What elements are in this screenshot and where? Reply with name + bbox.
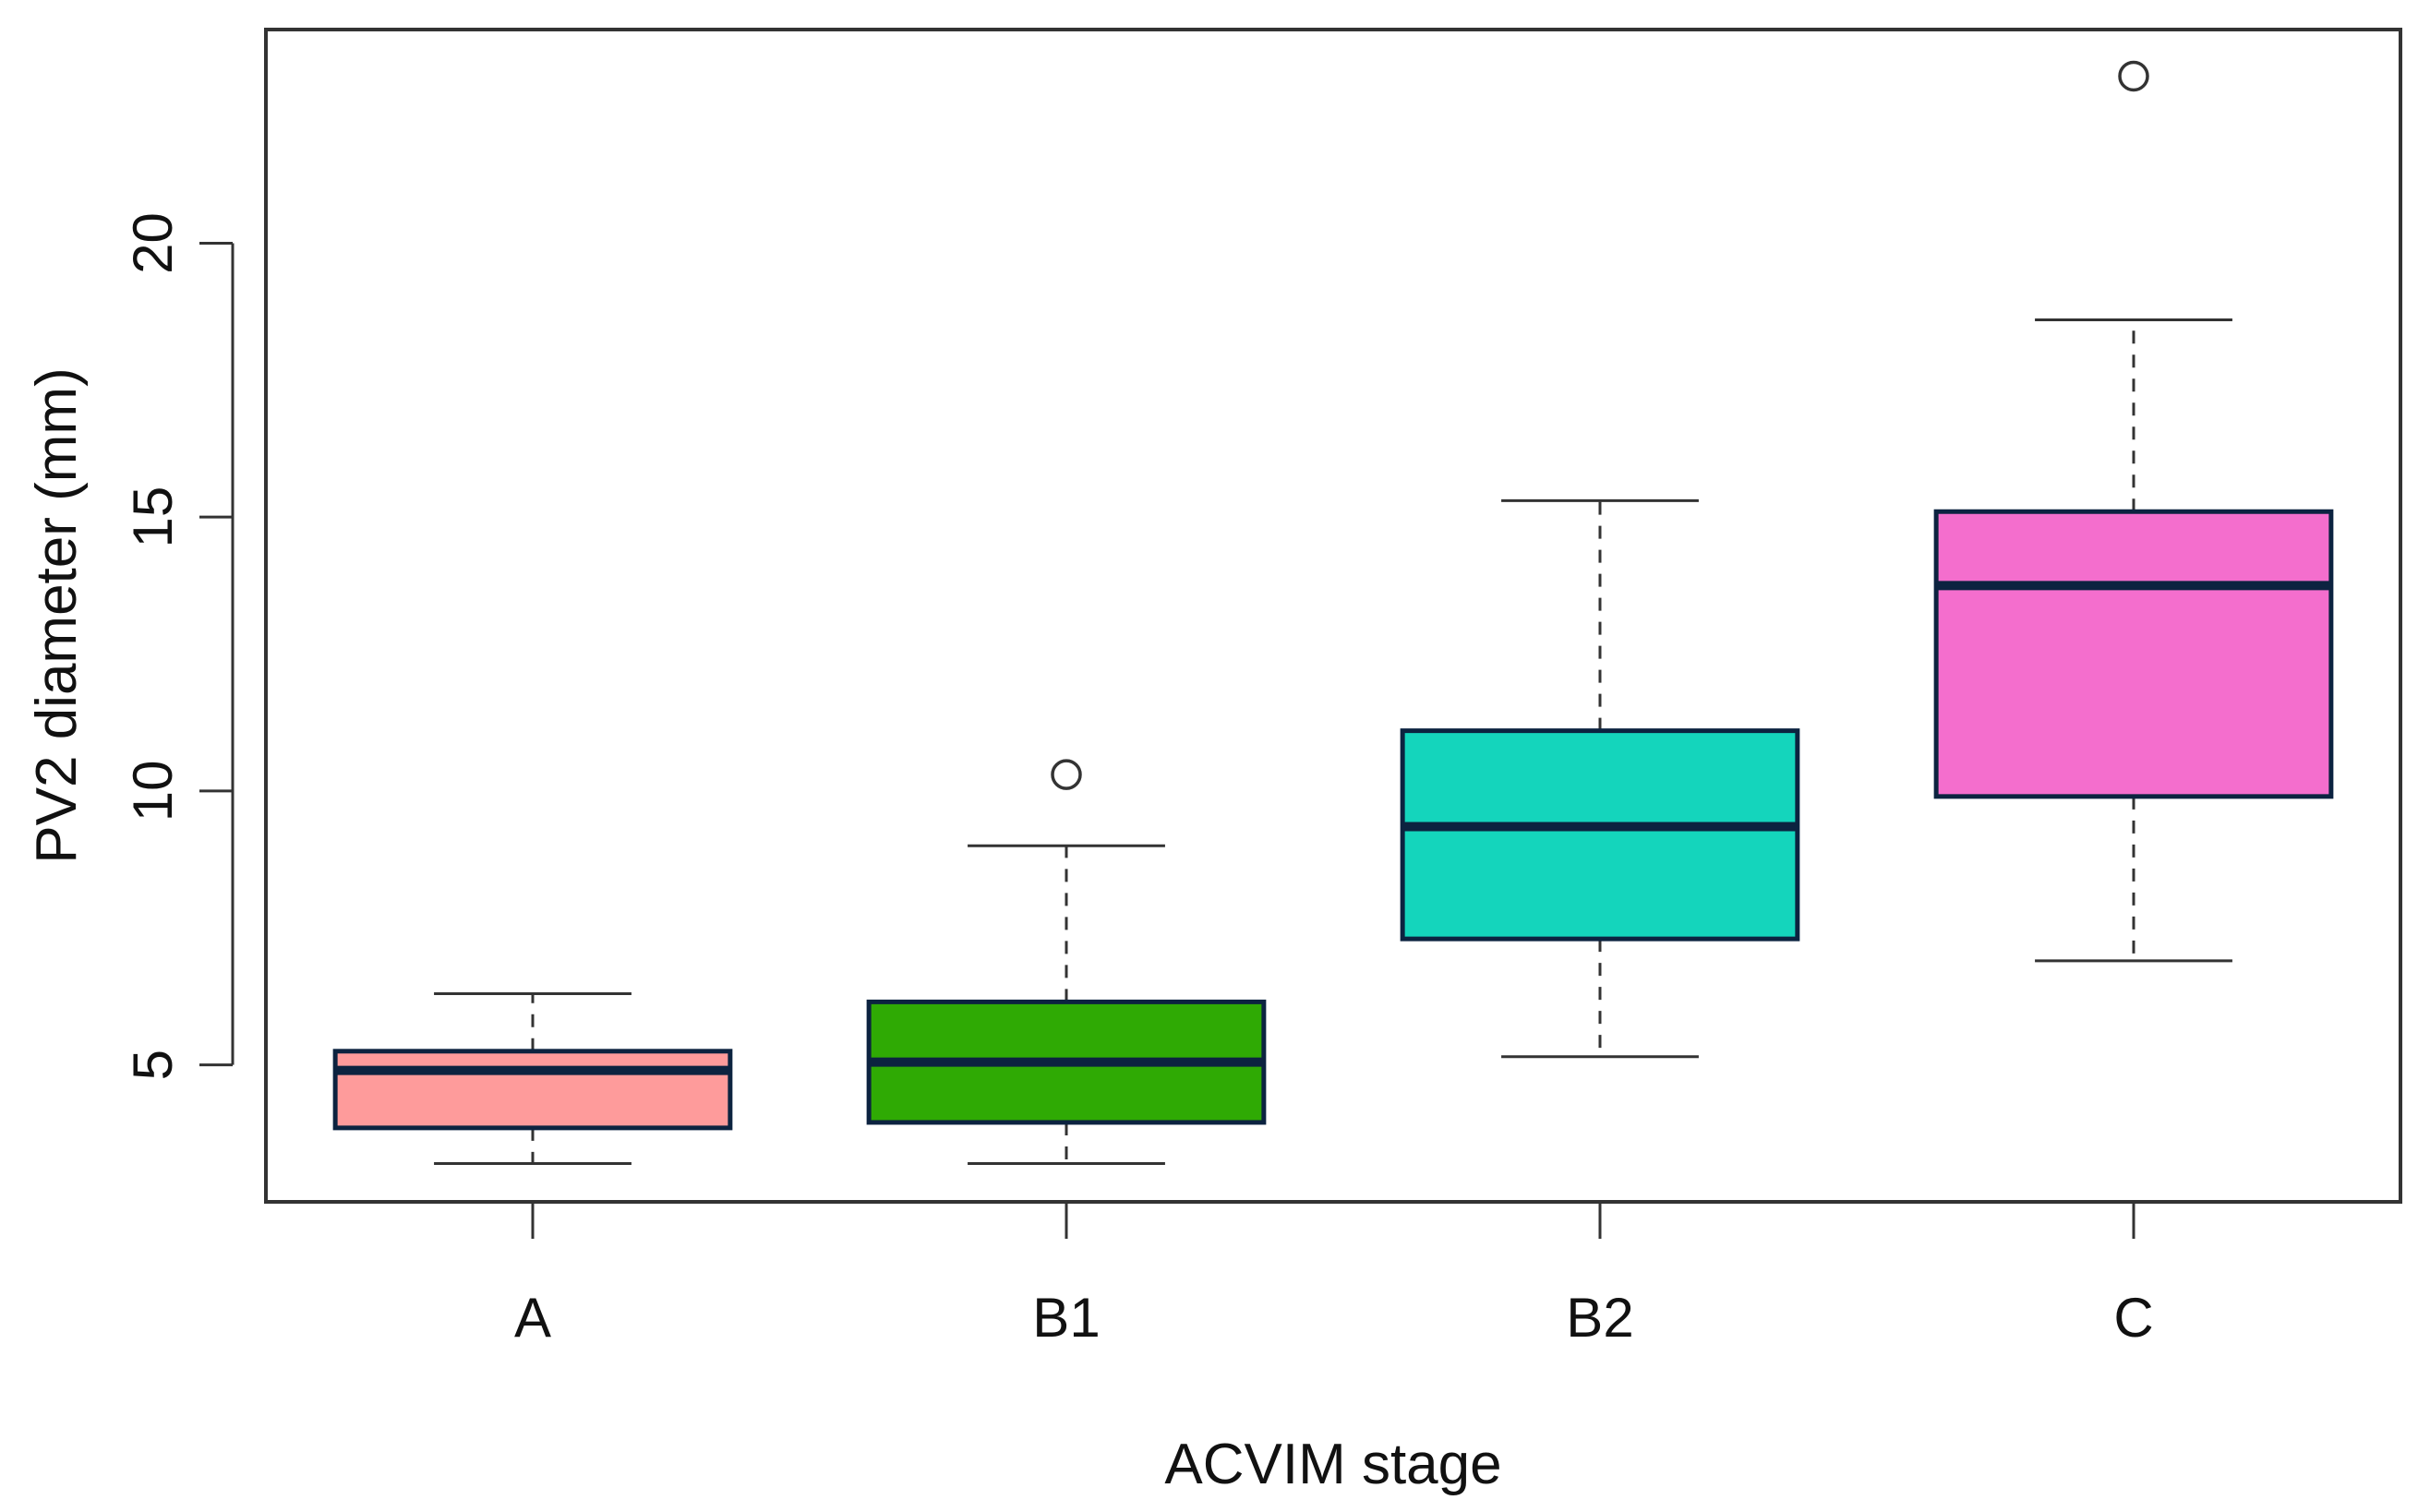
y-tick-label-5: 5 [122,1050,184,1080]
iqr-box-B2 [1400,728,1800,942]
y-tick-label-20: 20 [122,212,184,274]
y-tick-label-10: 10 [122,761,184,822]
box-group-A [332,991,733,1165]
box-group-C [1933,60,2334,963]
box-group-B1 [866,759,1267,1165]
y-axis: 5 10 15 20 [122,212,235,1080]
x-tick-label-C: C [2113,1287,2153,1349]
x-axis-title: ACVIM stage [1164,1433,1501,1496]
iqr-box-A [332,1049,733,1131]
x-tick-label-B1: B1 [1032,1287,1100,1349]
box-group-B2 [1400,498,1800,1059]
plot-frame [264,28,2402,1204]
boxes-layer [332,60,2334,1165]
x-tick-label-B2: B2 [1566,1287,1633,1349]
outlier-B1-0 [1051,759,1082,790]
outlier-C-0 [2118,60,2149,92]
y-tick-label-15: 15 [122,486,184,548]
x-tick-label-A: A [514,1287,551,1349]
x-axis: A B1 B2 C [514,1202,2154,1349]
y-axis-title: PV2 diameter (mm) [25,367,89,863]
iqr-box-C [1933,509,2334,799]
